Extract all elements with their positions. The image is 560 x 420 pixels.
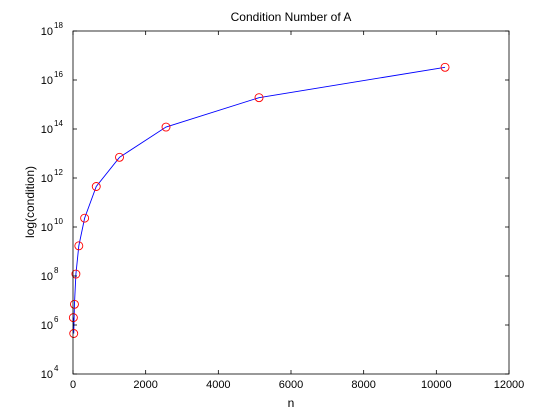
y-tick-label: 10 xyxy=(41,320,53,332)
y-tick-exponent: 12 xyxy=(54,168,63,177)
y-tick-label: 10 xyxy=(41,26,53,38)
y-tick-label: 10 xyxy=(41,75,53,87)
x-tick-label: 8000 xyxy=(351,379,375,391)
data-point xyxy=(161,122,171,132)
x-tick-label: 2000 xyxy=(133,379,157,391)
y-tick-label: 10 xyxy=(41,222,53,234)
x-axis-label: n xyxy=(288,396,295,410)
data-point xyxy=(74,241,84,251)
x-tick-label: 12000 xyxy=(494,379,525,391)
data-point xyxy=(80,213,90,223)
y-tick-exponent: 6 xyxy=(54,315,59,324)
y-tick-exponent: 16 xyxy=(54,70,63,79)
data-point xyxy=(440,62,450,72)
y-tick-label: 10 xyxy=(41,271,53,283)
data-point xyxy=(69,329,79,338)
y-tick-exponent: 4 xyxy=(54,364,59,373)
data-point xyxy=(70,299,79,309)
x-axis-ticks: 0 2000 4000 6000 8000 10000 12000 xyxy=(70,31,524,391)
y-tick-label: 10 xyxy=(41,369,53,381)
y-tick-exponent: 14 xyxy=(54,119,63,128)
y-tick-exponent: 18 xyxy=(54,21,63,30)
x-tick-label: 6000 xyxy=(279,379,303,391)
y-tick-exponent: 10 xyxy=(54,217,63,226)
chart-title: Condition Number of A xyxy=(231,10,352,24)
data-point xyxy=(115,152,124,162)
y-axis-label: log(condition) xyxy=(23,166,37,238)
data-point xyxy=(91,182,101,191)
y-tick-label: 10 xyxy=(41,124,53,136)
data-point xyxy=(254,93,264,103)
x-tick-label: 4000 xyxy=(206,379,230,391)
plot-area xyxy=(73,31,509,374)
data-marks xyxy=(68,62,450,338)
x-tick-label: 0 xyxy=(70,379,76,391)
y-tick-exponent: 8 xyxy=(54,266,59,275)
data-point xyxy=(71,269,81,279)
y-tick-label: 10 xyxy=(41,173,53,185)
x-tick-label: 10000 xyxy=(421,379,452,391)
